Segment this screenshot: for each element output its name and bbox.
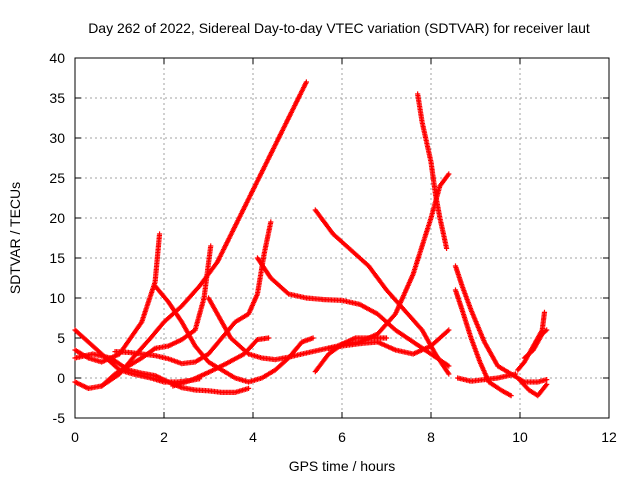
y-tick-label: 35 [49,90,65,106]
series-arc-8 [170,335,272,389]
y-tick-label: 40 [49,50,65,66]
series-arc-19 [517,377,550,399]
data-point [156,231,163,237]
y-tick-label: 20 [49,210,65,226]
data-point [245,385,252,391]
data-point [208,243,214,249]
data-point [542,328,549,334]
x-axis-label: GPS time / hours [289,458,396,474]
data-point [310,335,316,341]
y-tick-label: 10 [49,290,65,306]
chart-title: Day 262 of 2022, Sidereal Day-to-day VTE… [88,20,590,36]
data-point [443,245,450,251]
data-point [383,335,390,341]
series-arc-17 [455,371,519,384]
data-point [544,377,550,383]
series-arc-15 [452,263,550,385]
x-tick-label: 6 [338,429,346,445]
data-point [268,219,274,225]
y-tick-label: 25 [49,170,65,186]
data-point [446,363,452,369]
data-point [265,335,272,341]
data-point [446,171,452,177]
y-tick-label: 0 [57,370,65,386]
axis-ticks: 0 2 4 6 8 10 12 -5 0 5 10 15 20 25 30 35 40 [49,50,617,445]
x-tick-label: 2 [160,429,168,445]
data-point [512,371,519,377]
series-arc-7 [152,283,316,385]
x-tick-label: 10 [512,429,528,445]
y-tick-label: 5 [57,330,65,346]
series-arc-12 [312,171,452,375]
series-arc-20 [521,327,550,361]
x-tick-label: 12 [601,429,617,445]
data-point [446,371,452,377]
data-point [508,393,514,399]
data-point [544,327,550,333]
x-tick-label: 4 [249,429,257,445]
data-point [541,309,548,315]
x-tick-label: 0 [71,429,79,445]
data-point [446,327,452,333]
y-axis-label: SDTVAR / TECUs [7,182,23,294]
series-arc-13 [326,327,452,357]
y-tick-label: 30 [49,130,65,146]
data-marks [72,79,550,399]
series-arc-1 [72,79,309,391]
x-tick-label: 8 [427,429,435,445]
series-arc-6 [112,219,274,367]
grid-lines [75,58,609,418]
y-tick-label: 15 [49,250,65,266]
y-tick-label: -5 [53,410,66,426]
series-arc-14 [415,91,450,251]
series-arc-16 [452,287,514,399]
data-point [303,79,309,85]
data-point [544,381,550,387]
